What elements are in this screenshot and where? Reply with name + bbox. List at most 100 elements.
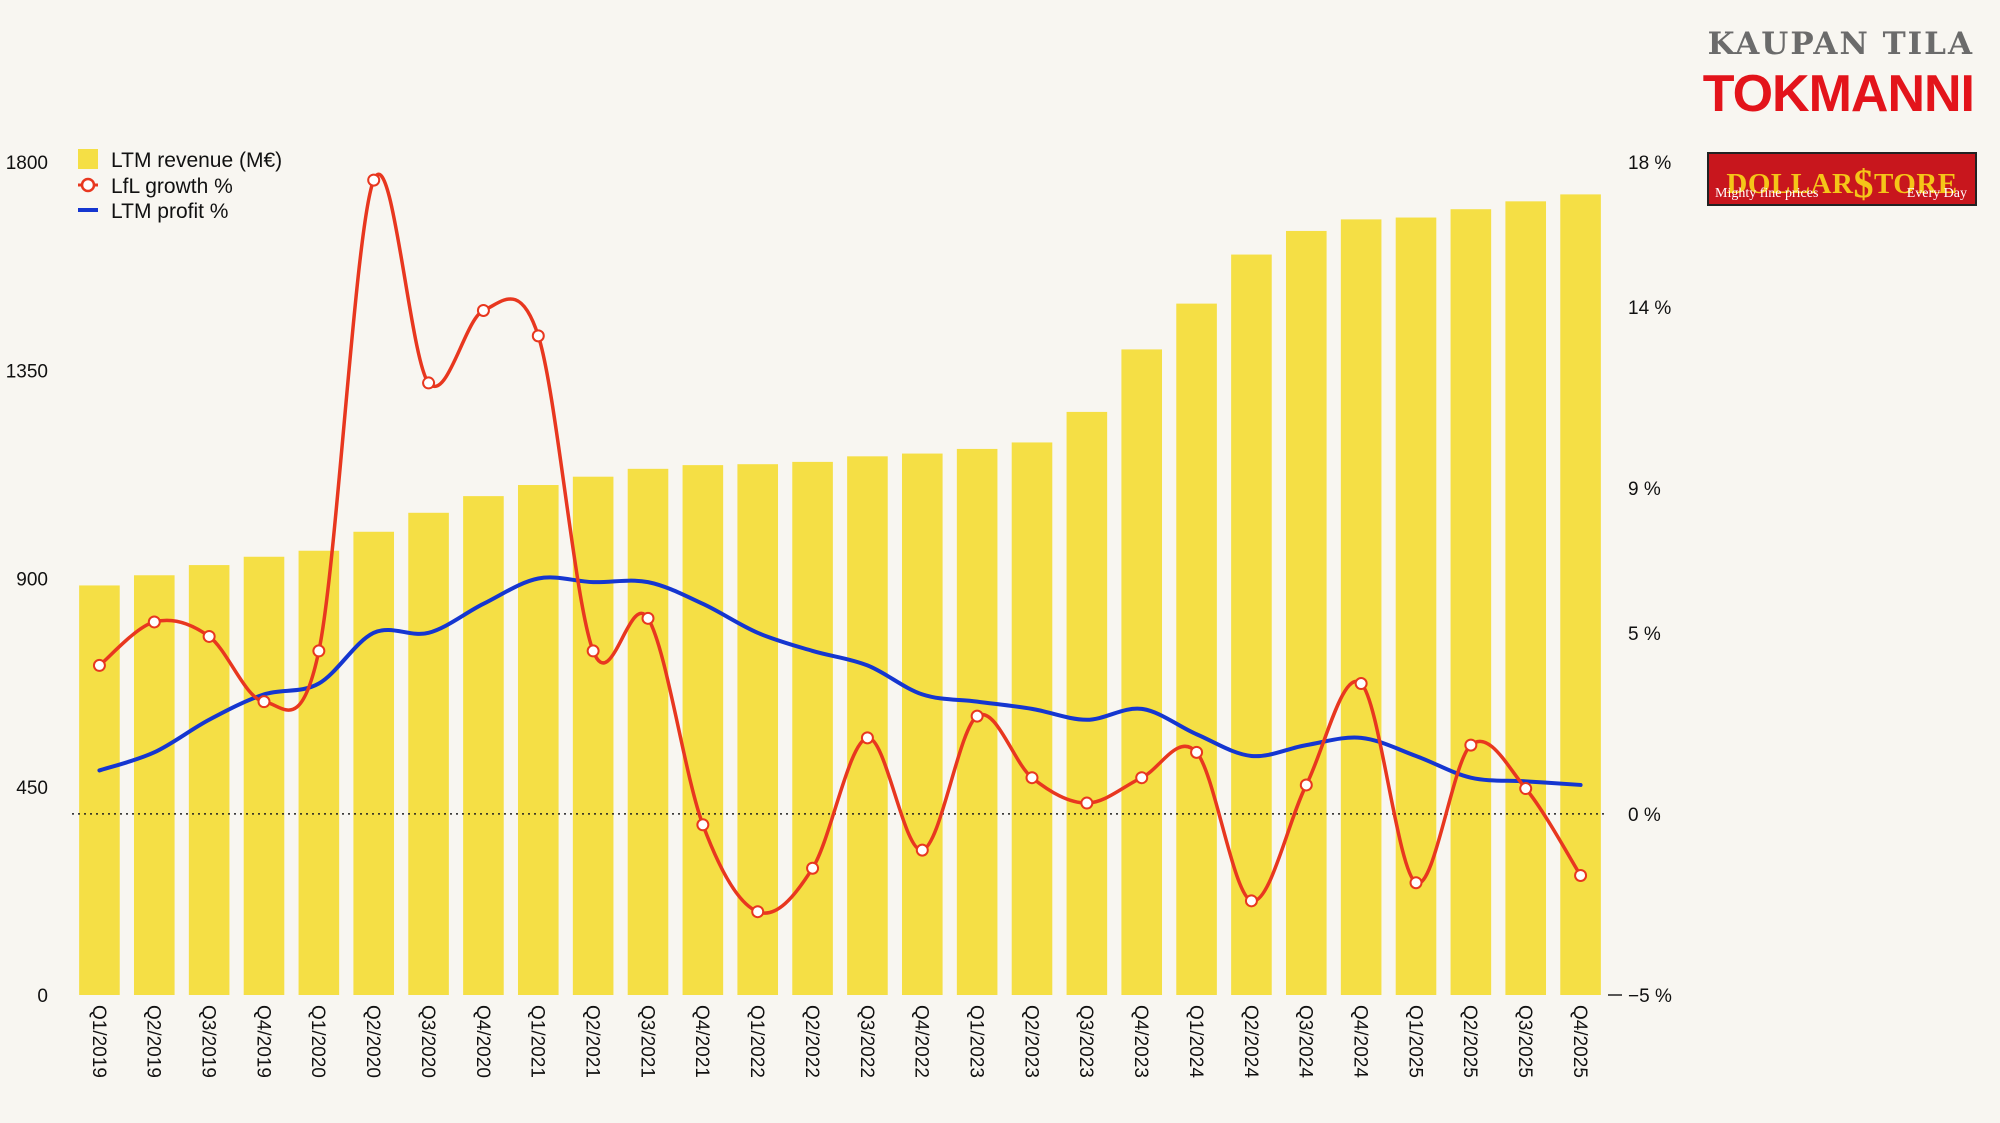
x-tick-label: Q3/2022 [856, 1005, 877, 1078]
revenue-bar [1231, 254, 1272, 996]
x-tick-label: Q2/2023 [1020, 1005, 1041, 1078]
lfl-point [1519, 782, 1533, 796]
x-tick-label: Q3/2020 [417, 1005, 438, 1078]
revenue-bar [847, 456, 888, 995]
revenue-bar [1560, 194, 1601, 996]
x-tick-label: Q4/2021 [691, 1005, 712, 1078]
x-tick-label: Q1/2021 [527, 1005, 548, 1078]
revenue-bar [463, 496, 504, 995]
lfl-point [422, 376, 436, 390]
x-axis: Q1/2019 Q2/2019 Q3/2019 Q4/2019 Q1/2020 Q2/20… [88, 1005, 1590, 1078]
x-tick-label: Q1/2025 [1404, 1005, 1425, 1078]
legend-label-profit: LTM profit % [111, 200, 228, 223]
lfl-point [641, 611, 655, 625]
revenue-bar [682, 465, 724, 995]
profit-line [97, 575, 1583, 787]
x-tick-label: Q2/2022 [801, 1005, 822, 1078]
legend-label-revenue: LTM revenue (M€) [111, 149, 282, 172]
revenue-bar [79, 585, 120, 995]
lfl-point [147, 615, 161, 629]
x-tick-label: Q3/2025 [1514, 1005, 1535, 1078]
x-tick-label: Q3/2023 [1075, 1005, 1096, 1078]
tokmanni-logo: TOKMANNI [1702, 65, 1975, 123]
lfl-markers [92, 173, 1588, 919]
lfl-point [312, 644, 326, 658]
revenue-bar [517, 485, 559, 995]
revenue-bar [243, 556, 285, 995]
legend-swatch-revenue [78, 149, 98, 169]
legend: LTM revenue (M€) LfL growth % LTM profit… [78, 149, 282, 223]
lfl-point [696, 818, 710, 832]
revenue-bar [133, 575, 175, 995]
x-tick-label: Q2/2025 [1459, 1005, 1480, 1078]
revenue-bar [1066, 411, 1108, 995]
lfl-point [1190, 745, 1204, 759]
x-tick-label: Q1/2022 [746, 1005, 767, 1078]
left-tick-label: 1350 [6, 361, 48, 382]
x-tick-label: Q3/2019 [197, 1005, 218, 1078]
x-tick-label: Q4/2025 [1569, 1005, 1590, 1078]
legend-label-lfl: LfL growth % [111, 175, 233, 198]
x-tick-label: Q1/2019 [88, 1005, 109, 1078]
right-tick-label: 14 % [1628, 298, 1671, 319]
revenue-bar [353, 531, 395, 995]
right-tick-label: 5 % [1628, 624, 1661, 645]
x-tick-label: Q2/2019 [143, 1005, 164, 1078]
lfl-point [476, 303, 490, 317]
revenue-bar [1450, 209, 1492, 995]
revenue-bar [792, 461, 833, 995]
x-tick-label: Q1/2023 [965, 1005, 986, 1078]
left-tick-label: 450 [16, 778, 48, 799]
right-tick-label: 0 % [1628, 805, 1661, 826]
x-tick-label: Q4/2024 [1349, 1005, 1370, 1078]
lfl-point [970, 709, 984, 723]
legend-swatch-lfl-marker [80, 177, 96, 193]
lfl-point [860, 731, 874, 745]
revenue-bar [1285, 230, 1327, 996]
lfl-point [1135, 771, 1149, 785]
right-axis: −5 % 0 % 5 % 9 % 14 % 18 % [1608, 153, 1672, 1007]
x-tick-label: Q3/2024 [1295, 1005, 1316, 1078]
lfl-point [531, 329, 545, 343]
revenue-bar [1121, 349, 1163, 995]
dollarstore-wordmark: DOLLAR$TORE [1709, 156, 1975, 206]
x-tick-label: Q4/2022 [911, 1005, 932, 1078]
lfl-point [257, 695, 271, 709]
x-tick-label: Q4/2020 [472, 1005, 493, 1078]
dollarstore-logo: DOLLAR$TORE Mighty fine prices Every Day [1707, 152, 1977, 206]
dollar-sign-icon: $ [1853, 161, 1874, 206]
lfl-point [751, 905, 765, 919]
dollarstore-word-right: TORE [1873, 168, 1958, 200]
x-tick-label: Q1/2024 [1185, 1005, 1206, 1078]
left-axis: 0 450 900 1350 1800 [6, 153, 48, 1007]
lfl-point [202, 629, 216, 643]
lfl-point [1299, 778, 1313, 792]
lfl-point [1080, 796, 1094, 810]
x-tick-label: Q4/2019 [252, 1005, 273, 1078]
lfl-point [367, 173, 381, 187]
revenue-bar [901, 453, 943, 995]
brand-title: KAUPAN TILA [1707, 26, 1974, 62]
revenue-bars [79, 194, 1601, 996]
left-tick-label: 1800 [6, 153, 48, 174]
dollarstore-word-left: DOLLAR [1726, 168, 1854, 200]
lfl-point [1409, 876, 1423, 890]
x-tick-label: Q4/2023 [1130, 1005, 1151, 1078]
lfl-point [1354, 677, 1368, 691]
lfl-point [586, 644, 600, 658]
revenue-bar [298, 550, 340, 995]
revenue-bar [627, 468, 669, 995]
x-tick-label: Q2/2024 [1240, 1005, 1261, 1078]
left-tick-label: 900 [16, 570, 48, 591]
right-tick-label: 9 % [1628, 479, 1661, 500]
x-tick-label: Q1/2020 [307, 1005, 328, 1078]
x-tick-label: Q3/2021 [636, 1005, 657, 1078]
lfl-point [1244, 894, 1258, 908]
revenue-bar [1340, 219, 1382, 995]
lfl-point [1574, 868, 1588, 882]
revenue-bar [572, 476, 614, 995]
lfl-point [92, 658, 106, 672]
lfl-point [1464, 738, 1478, 752]
x-tick-label: Q2/2020 [362, 1005, 383, 1078]
